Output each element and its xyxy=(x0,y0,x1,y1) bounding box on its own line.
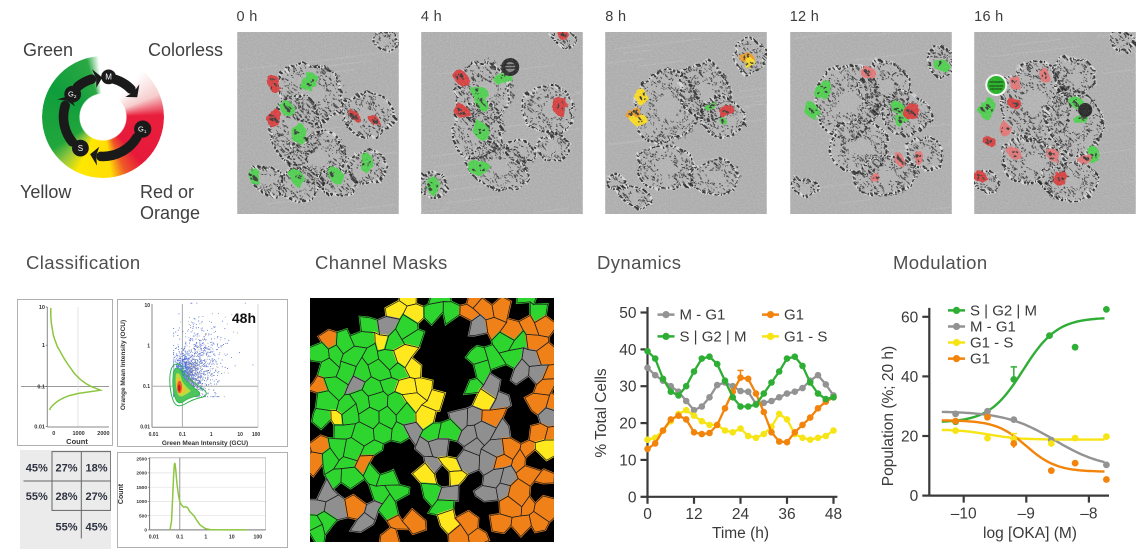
svg-text:0.01: 0.01 xyxy=(34,425,45,431)
svg-text:55%: 55% xyxy=(26,491,48,503)
svg-text:500: 500 xyxy=(139,513,147,519)
svg-text:48h: 48h xyxy=(232,310,256,326)
svg-text:0.1: 0.1 xyxy=(179,432,186,438)
svg-text:45%: 45% xyxy=(26,462,48,474)
svg-text:Count: Count xyxy=(118,483,125,504)
svg-text:10: 10 xyxy=(619,452,637,469)
svg-text:10: 10 xyxy=(144,303,150,309)
svg-text:100: 100 xyxy=(253,535,262,541)
svg-text:48: 48 xyxy=(825,506,842,523)
svg-text:1: 1 xyxy=(42,343,45,349)
svg-text:18%: 18% xyxy=(85,462,107,474)
svg-text:50: 50 xyxy=(619,305,637,322)
svg-text:0: 0 xyxy=(52,431,55,437)
svg-text:60: 60 xyxy=(901,309,919,326)
svg-text:10: 10 xyxy=(229,535,235,541)
svg-text:30: 30 xyxy=(619,379,637,396)
svg-text:G1: G1 xyxy=(784,307,804,324)
svg-text:S | G2 | M: S | G2 | M xyxy=(680,328,747,345)
svg-text:Population (%; 20 h): Population (%; 20 h) xyxy=(880,346,897,486)
svg-text:S: S xyxy=(78,144,83,153)
svg-text:12: 12 xyxy=(685,506,702,523)
svg-text:1: 1 xyxy=(147,344,150,350)
svg-text:S | G2 | M: S | G2 | M xyxy=(970,302,1037,319)
svg-text:100: 100 xyxy=(252,432,261,438)
svg-text:1000: 1000 xyxy=(136,499,147,505)
svg-text:0: 0 xyxy=(910,488,919,505)
svg-text:1: 1 xyxy=(210,432,213,438)
svg-text:0: 0 xyxy=(144,528,147,534)
svg-text:G1: G1 xyxy=(970,351,990,368)
svg-text:20: 20 xyxy=(619,416,637,433)
svg-text:2000: 2000 xyxy=(136,471,147,477)
svg-text:M: M xyxy=(105,73,112,82)
svg-text:36: 36 xyxy=(778,506,795,523)
svg-text:40: 40 xyxy=(619,342,637,359)
svg-text:G2: G2 xyxy=(68,90,77,100)
svg-text:55%: 55% xyxy=(55,522,77,534)
svg-text:1000: 1000 xyxy=(72,431,84,437)
svg-text:0.01: 0.01 xyxy=(149,432,159,438)
svg-text:Time (h): Time (h) xyxy=(712,525,769,542)
svg-text:0: 0 xyxy=(628,489,637,506)
svg-text:0.01: 0.01 xyxy=(149,535,159,541)
svg-text:10: 10 xyxy=(39,305,45,311)
svg-text:1500: 1500 xyxy=(136,485,147,491)
svg-text:0.1: 0.1 xyxy=(176,535,183,541)
svg-text:20: 20 xyxy=(901,429,919,446)
svg-text:Green Mean Intensity (GCU): Green Mean Intensity (GCU) xyxy=(162,440,248,447)
svg-text:–8: –8 xyxy=(1080,506,1097,523)
svg-text:–9: –9 xyxy=(1018,506,1035,523)
svg-text:M - G1: M - G1 xyxy=(970,319,1016,336)
svg-text:28%: 28% xyxy=(55,491,77,503)
svg-text:G1: G1 xyxy=(138,125,147,135)
svg-text:G1 - S: G1 - S xyxy=(970,335,1013,352)
svg-text:M - G1: M - G1 xyxy=(680,307,726,324)
svg-text:40: 40 xyxy=(901,369,919,386)
svg-text:G1 - S: G1 - S xyxy=(784,328,827,345)
svg-text:0.01: 0.01 xyxy=(140,425,150,431)
svg-text:Count: Count xyxy=(66,437,88,446)
svg-text:% Total Cells: % Total Cells xyxy=(593,368,610,458)
svg-text:–10: –10 xyxy=(951,506,977,523)
svg-text:27%: 27% xyxy=(55,462,77,474)
svg-text:0.1: 0.1 xyxy=(143,384,150,390)
svg-text:24: 24 xyxy=(732,506,750,523)
svg-text:0.1: 0.1 xyxy=(37,385,45,391)
svg-text:2500: 2500 xyxy=(136,456,147,462)
svg-text:log [OKA] (M): log [OKA] (M) xyxy=(983,525,1077,542)
svg-text:45%: 45% xyxy=(85,522,107,534)
svg-text:Orange Mean Intensity (OCU): Orange Mean Intensity (OCU) xyxy=(120,320,127,410)
svg-text:2000: 2000 xyxy=(97,431,109,437)
svg-text:27%: 27% xyxy=(85,491,107,503)
svg-text:10: 10 xyxy=(237,432,243,438)
svg-text:0: 0 xyxy=(643,506,652,523)
svg-text:1: 1 xyxy=(204,535,207,541)
